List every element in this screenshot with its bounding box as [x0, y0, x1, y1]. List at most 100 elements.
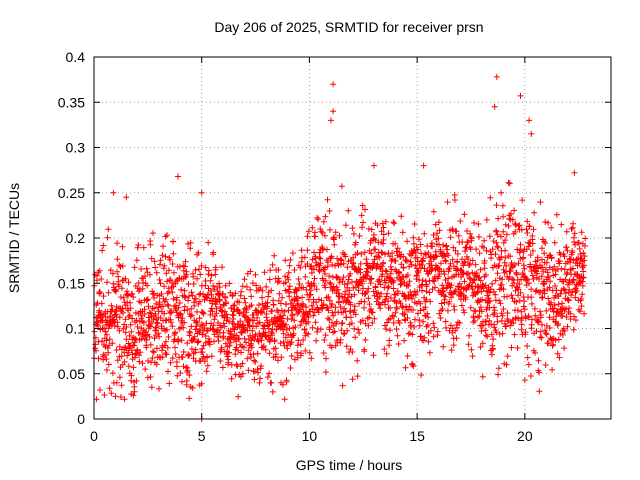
data-point	[138, 266, 145, 272]
data-point	[578, 229, 585, 236]
data-point	[130, 392, 137, 399]
data-point	[339, 293, 345, 300]
data-point	[161, 283, 168, 290]
y-tick-label: 0.05	[58, 366, 85, 382]
data-point	[495, 244, 502, 251]
data-point	[422, 304, 429, 311]
data-point	[260, 343, 267, 350]
data-point	[365, 295, 372, 302]
data-point	[264, 374, 271, 381]
data-point	[305, 331, 312, 338]
data-point	[577, 251, 584, 257]
data-point	[527, 261, 534, 268]
data-point	[122, 344, 129, 351]
data-point	[100, 242, 107, 249]
data-point	[315, 216, 322, 223]
data-point	[349, 349, 356, 355]
data-point	[500, 286, 507, 293]
data-point	[357, 260, 364, 267]
data-point	[518, 321, 525, 328]
data-point	[199, 309, 206, 316]
data-point	[162, 253, 169, 260]
data-point	[166, 380, 173, 387]
data-point	[313, 299, 320, 306]
data-point	[546, 284, 553, 291]
data-point	[215, 337, 222, 344]
data-point	[549, 342, 556, 349]
data-point	[181, 287, 188, 294]
data-point	[476, 233, 482, 240]
data-point	[219, 364, 226, 371]
data-point	[116, 327, 123, 334]
data-point	[315, 309, 322, 316]
data-point	[327, 280, 334, 287]
data-point	[438, 260, 444, 267]
data-point	[400, 304, 407, 311]
data-point	[297, 322, 304, 329]
data-point	[230, 302, 237, 309]
data-point	[508, 292, 515, 299]
data-point	[392, 309, 399, 316]
data-point	[172, 351, 179, 357]
data-point	[261, 323, 268, 330]
data-point	[241, 295, 248, 302]
y-tick-label: 0	[77, 411, 85, 427]
data-point	[420, 255, 427, 262]
data-point	[284, 345, 291, 352]
data-point	[474, 289, 481, 296]
data-point	[534, 270, 541, 277]
data-point	[229, 311, 236, 318]
data-point	[128, 347, 135, 354]
data-point	[261, 269, 268, 276]
data-point	[506, 180, 513, 187]
data-point	[528, 325, 535, 332]
data-point	[244, 355, 251, 362]
data-point	[496, 262, 503, 269]
data-point	[503, 323, 510, 330]
data-point	[128, 372, 135, 379]
data-point	[506, 215, 513, 222]
data-point	[259, 294, 265, 301]
data-point	[135, 242, 142, 248]
data-point	[108, 390, 115, 397]
data-point	[434, 266, 441, 273]
data-point	[513, 299, 520, 305]
data-point	[326, 273, 333, 279]
data-point	[469, 286, 476, 292]
data-point	[187, 330, 194, 336]
data-point	[188, 312, 195, 319]
data-point	[358, 251, 365, 257]
data-point	[567, 256, 574, 263]
data-point	[430, 208, 437, 215]
data-point	[162, 350, 169, 357]
data-point	[497, 233, 504, 240]
data-point	[326, 326, 333, 333]
data-point	[524, 218, 531, 225]
data-point	[435, 235, 442, 242]
data-point	[470, 277, 477, 284]
data-point	[424, 310, 431, 317]
data-point	[519, 197, 526, 204]
data-point	[454, 324, 460, 331]
data-point	[239, 370, 246, 377]
data-point	[518, 308, 525, 315]
data-point	[421, 230, 428, 237]
data-point	[483, 247, 490, 254]
data-point	[347, 270, 354, 277]
data-point	[335, 290, 342, 297]
data-point	[475, 221, 482, 227]
data-point	[575, 306, 582, 313]
data-point	[542, 240, 549, 247]
data-point	[184, 340, 191, 347]
data-point	[126, 312, 133, 319]
data-point	[153, 324, 160, 331]
data-point	[322, 369, 329, 376]
data-point	[429, 265, 436, 272]
data-point	[555, 320, 562, 327]
data-point	[152, 311, 159, 317]
data-point	[538, 273, 545, 280]
data-point	[239, 283, 246, 290]
data-point	[563, 228, 570, 235]
data-point	[504, 310, 511, 316]
data-point	[514, 271, 520, 278]
